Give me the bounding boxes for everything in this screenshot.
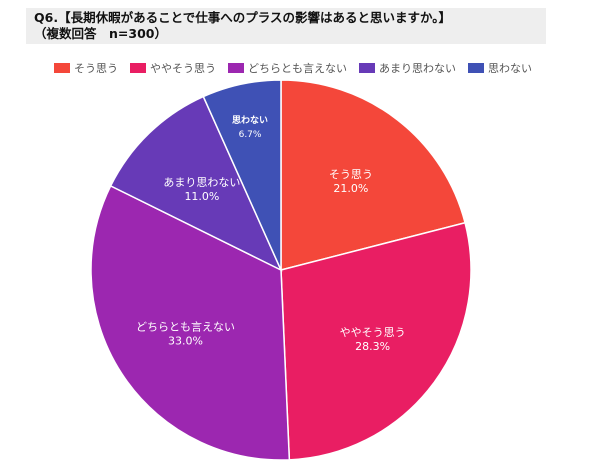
- chart-subtitle: （複数回答 n=300）: [34, 26, 167, 41]
- slice-category-label: どちらとも言えない: [136, 320, 235, 333]
- pie-slice: [109, 95, 283, 272]
- pie-slice: [90, 184, 291, 461]
- legend-item: ややそう思う: [130, 60, 216, 76]
- legend: そう思う ややそう思う どちらとも言えない あまり思わない 思わない: [54, 60, 544, 76]
- legend-label: ややそう思う: [150, 62, 216, 75]
- slice-value-label: 11.0%: [184, 190, 219, 203]
- legend-swatch: [359, 63, 375, 73]
- legend-swatch: [130, 63, 146, 73]
- slice-value-label: 28.3%: [355, 340, 390, 353]
- legend-swatch: [228, 63, 244, 73]
- chart-title-box: Q6.【長期休暇があることで仕事へのプラスの影響はあると思いますか。】 （複数回…: [26, 8, 546, 44]
- legend-label: 思わない: [488, 62, 532, 75]
- slice-category-label: そう思う: [329, 168, 373, 181]
- slice-value-label: 21.0%: [333, 182, 368, 195]
- legend-label: そう思う: [74, 62, 118, 75]
- legend-item: 思わない: [468, 60, 532, 76]
- pie-slice: [280, 79, 466, 271]
- slice-value-label: 33.0%: [168, 334, 203, 347]
- slice-category-label: 思わない: [232, 115, 268, 126]
- legend-label: どちらとも言えない: [248, 62, 347, 75]
- legend-swatch: [54, 63, 70, 73]
- slice-category-label: ややそう思う: [340, 326, 406, 339]
- legend-label: あまり思わない: [379, 62, 456, 75]
- legend-swatch: [468, 63, 484, 73]
- pie-slice: [202, 79, 282, 271]
- slice-value-label: 6.7%: [239, 130, 262, 140]
- legend-item: あまり思わない: [359, 60, 456, 76]
- legend-item: どちらとも言えない: [228, 60, 347, 76]
- legend-item: そう思う: [54, 60, 118, 76]
- slice-category-label: あまり思わない: [163, 176, 240, 189]
- chart-title: Q6.【長期休暇があることで仕事へのプラスの影響はあると思いますか。】: [34, 10, 451, 25]
- pie-slice: [280, 221, 472, 461]
